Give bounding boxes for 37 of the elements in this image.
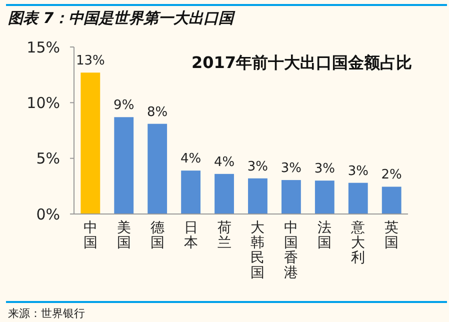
x-tick-label: 日本 — [184, 220, 198, 251]
y-tick-label: 5% — [36, 150, 60, 168]
bar — [281, 180, 301, 214]
data-label: 9% — [114, 98, 134, 114]
bar — [314, 180, 334, 214]
bar — [382, 186, 402, 214]
x-tick-label: 荷兰 — [217, 220, 232, 251]
x-tick-label: 中国香港 — [284, 220, 298, 281]
y-tick-label: 0% — [36, 205, 60, 224]
bar — [148, 124, 168, 214]
data-label: 3% — [314, 162, 335, 177]
data-label: 3% — [280, 161, 302, 176]
data-label: 2% — [381, 168, 402, 183]
y-tick-label: 15% — [26, 38, 60, 56]
chart-subtitle: 2017年前十大出口国金额占比 — [191, 53, 412, 72]
y-tick-label: 10% — [26, 94, 60, 112]
bar — [248, 178, 268, 214]
chart-title: 图表 7：中国是世界第一大出口国 — [8, 9, 236, 27]
bar — [214, 174, 234, 214]
x-tick-label: 意大利 — [350, 220, 366, 266]
x-tick-label: 法国 — [318, 220, 332, 251]
x-tick-label: 大韩民国 — [250, 220, 265, 281]
bar — [348, 182, 368, 214]
x-tick-label: 美国 — [116, 220, 131, 251]
data-label: 8% — [147, 104, 168, 120]
bar — [80, 72, 100, 214]
bar — [181, 170, 201, 214]
data-label: 13% — [76, 54, 105, 69]
bar — [114, 117, 134, 214]
source-note: 来源：世界银行 — [8, 307, 85, 320]
data-label: 4% — [214, 154, 235, 170]
x-tick-label: 中国 — [83, 220, 98, 251]
data-label: 3% — [348, 164, 368, 179]
x-tick-label: 德国 — [150, 220, 164, 251]
data-label: 3% — [247, 159, 268, 174]
x-tick-label: 英国 — [384, 220, 399, 251]
data-label: 4% — [180, 152, 202, 167]
